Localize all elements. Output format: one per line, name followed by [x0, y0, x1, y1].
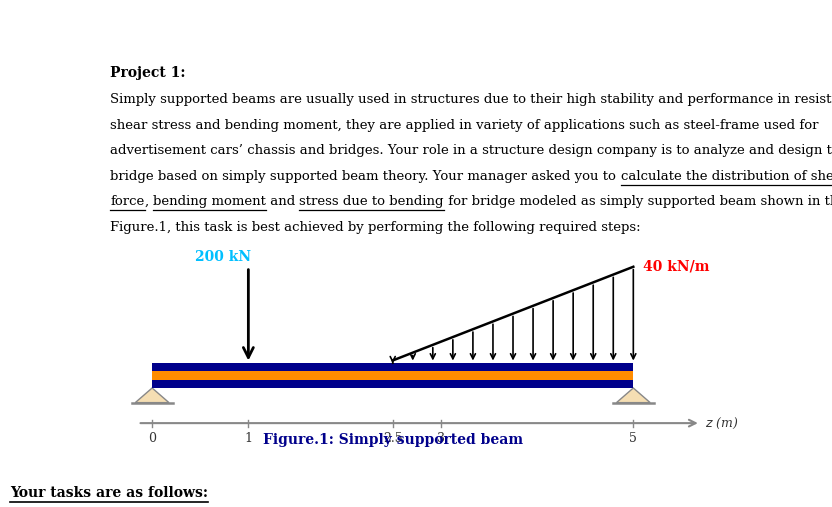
Text: 5: 5 [629, 432, 637, 445]
Text: Your tasks are as follows:: Your tasks are as follows: [10, 486, 208, 500]
Text: ,: , [145, 195, 153, 208]
Text: 0: 0 [148, 432, 156, 445]
Text: 1: 1 [245, 432, 252, 445]
Bar [152, 364, 633, 371]
Text: Project 1:: Project 1: [111, 66, 186, 80]
Text: $z$ (m): $z$ (m) [706, 416, 739, 430]
Text: bending moment: bending moment [153, 195, 266, 208]
Text: for bridge modeled as simply supported beam shown in the: for bridge modeled as simply supported b… [444, 195, 832, 208]
Text: advertisement cars’ chassis and bridges. Your role in a structure design company: advertisement cars’ chassis and bridges.… [111, 144, 832, 157]
Text: and: and [266, 195, 300, 208]
Text: stress due to bending: stress due to bending [300, 195, 444, 208]
Text: 200 kN: 200 kN [196, 250, 251, 264]
Text: force: force [111, 195, 145, 208]
Text: bridge based on simply supported beam theory. Your manager asked you to: bridge based on simply supported beam th… [111, 170, 621, 183]
Text: calculate the distribution of shear: calculate the distribution of shear [621, 170, 832, 183]
Text: shear stress and bending moment, they are applied in variety of applications suc: shear stress and bending moment, they ar… [111, 119, 819, 132]
Text: Simply supported beams are usually used in structures due to their high stabilit: Simply supported beams are usually used … [111, 93, 832, 106]
Text: Figure.1: Simply supported beam: Figure.1: Simply supported beam [263, 432, 522, 447]
Text: Figure.1, this task is best achieved by performing the following required steps:: Figure.1, this task is best achieved by … [111, 221, 641, 234]
Bar [152, 380, 633, 388]
Text: 2.5: 2.5 [383, 432, 403, 445]
Polygon shape [136, 388, 169, 403]
Text: 3: 3 [437, 432, 445, 445]
Bar [152, 371, 633, 380]
Polygon shape [617, 388, 650, 403]
Text: 40 kN/m: 40 kN/m [643, 260, 710, 274]
